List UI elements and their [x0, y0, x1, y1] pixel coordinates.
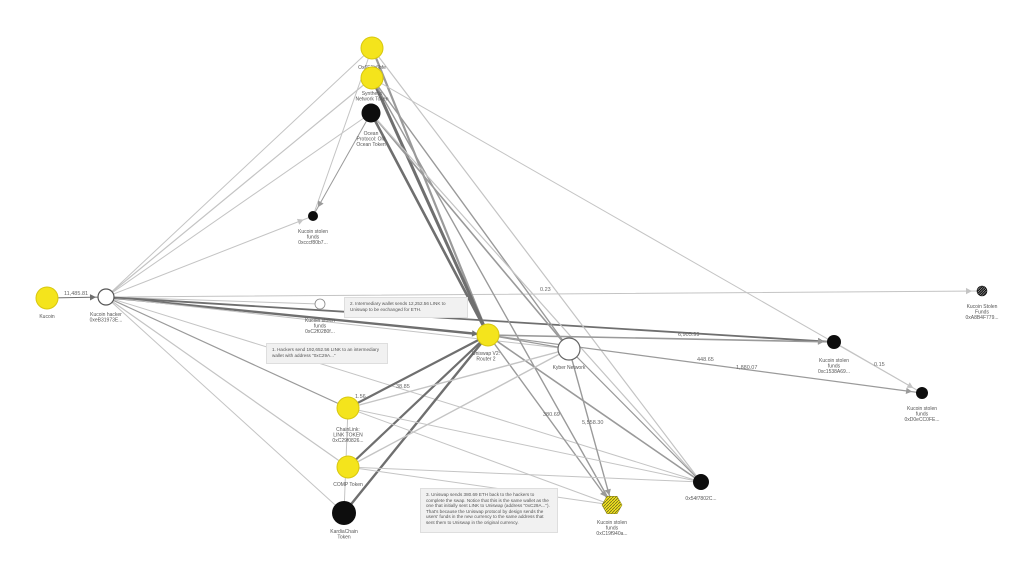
node-stolen-a[interactable]: Kucoin stolen funds 0xcccf80b7... [298, 211, 328, 246]
annotation-note-2: 2. Intermediary wallet sends 12,252.56 L… [344, 297, 468, 318]
node-label: Ocean Protocol: Old Ocean Token [356, 131, 386, 148]
node-wallet-bottom[interactable]: 0x54f7802C... [685, 474, 717, 502]
edge-label-1-56: 1.56 [355, 394, 366, 400]
edge-uni-se [487, 334, 613, 506]
arrowhead-hacker-sa [296, 218, 304, 225]
node-kucoin[interactable]: Kucoin [35, 286, 59, 320]
node-kucoin-hacker[interactable]: Kucoin hacker 0xeB31973E... [90, 288, 123, 324]
node-label: Kucoin stolen funds 0xD0eCC0FE... [904, 406, 939, 423]
node-label: Kucoin stolen funds 0xc1538A69... [818, 358, 850, 375]
edge-top-uni [370, 46, 490, 337]
edge-hacker-sc [105, 296, 835, 343]
edge-kyber-se [568, 348, 613, 506]
edge-ocean-sa [312, 112, 372, 217]
node-label: Kucoin Stolen Funds 0xA8B4F779... [965, 304, 998, 321]
node-label: COMP Token [333, 482, 363, 488]
edge-uni-wb [487, 334, 702, 483]
edge-link-se [347, 407, 613, 506]
edge-hacker-syn [105, 77, 373, 298]
edge-comp-se [347, 466, 613, 506]
node-synthetix[interactable]: Synthetix Network Token [356, 66, 389, 103]
edge-label-5558: 5,558.30 [582, 420, 603, 426]
edge-hacker-link [105, 296, 349, 409]
arrowhead-uni-se [599, 490, 607, 497]
edge-hacker-top [105, 47, 373, 298]
edge-label-0-23: 0.23 [540, 287, 551, 293]
arrowhead-kucoin-hacker [89, 294, 97, 301]
node-stolen-d[interactable]: Kucoin stolen funds 0xD0eCC0FE... [904, 387, 940, 423]
edge-uni-comp [346, 333, 490, 469]
edge-kyber-comp [347, 348, 570, 468]
edge-comp-wb [347, 466, 702, 483]
edge-label-448: 448.65 [697, 357, 714, 363]
node-label: Kucoin stolen funds 0xcccf80b7... [298, 229, 328, 246]
edge-top-wb [371, 47, 702, 483]
arrowhead-uni-sc [817, 338, 825, 345]
edge-uni-kyber [487, 334, 570, 350]
node-label: Kucoin stolen funds 0xC19f940a... [596, 520, 627, 537]
edge-ocean-uni [369, 111, 490, 337]
node-label: Kucoin [39, 314, 55, 320]
node-stolen-c[interactable]: Kucoin stolen funds 0xc1538A69... [818, 335, 850, 375]
node-uniswap[interactable]: Uniswap V2: Router 2 [472, 323, 500, 363]
edge-hacker-comp [105, 296, 349, 468]
edge-hacker-ocean [105, 112, 372, 298]
node-comp[interactable]: COMP Token [333, 455, 363, 488]
edge-link-wb [347, 407, 702, 483]
edge-label-hack-amount: 11,485.81 [64, 291, 88, 297]
edge-label-1880: 1,880.07 [736, 365, 757, 371]
edge-kyber-wb [568, 348, 702, 483]
edge-uni-link [346, 333, 490, 410]
edge-hacker-uni [104, 295, 490, 337]
annotation-note-1: 1. Hackers send 192,652.56 LINK to an in… [266, 343, 388, 364]
edge-hacker-sb [105, 296, 321, 305]
annotation-note-3: 3. Uniswap sends 380.69 ETH back to the … [420, 488, 558, 533]
node-kardiachain[interactable]: KardiaChain Token [330, 501, 358, 541]
arrowhead-hacker-far [965, 287, 973, 295]
edge-kyber-link [347, 348, 570, 409]
edge-label-0-15: 0.15 [874, 362, 885, 368]
node-label: Synthetix Network Token [356, 91, 389, 103]
edge-hacker-far [105, 290, 983, 298]
node-stolen-b[interactable]: Kucoin stolen funds 0xC2f0280f... [305, 298, 335, 335]
node-stolen-e[interactable]: Kucoin stolen funds 0xC19f940a... [596, 495, 628, 537]
edge-syn-se [371, 77, 613, 506]
node-ocean[interactable]: Ocean Protocol: Old Ocean Token [356, 103, 386, 149]
edges-layer [46, 46, 983, 515]
edge-uni-sc [487, 334, 835, 343]
node-label: Uniswap V2: Router 2 [472, 351, 500, 363]
node-far-right[interactable]: Kucoin Stolen Funds 0xA8B4F779... [965, 285, 999, 321]
node-label: Kucoin hacker 0xeB31973E... [90, 312, 123, 324]
edge-hacker-kard [105, 296, 345, 514]
edge-hacker-wb [105, 296, 702, 483]
node-kyber[interactable]: Kyber Network [553, 337, 586, 371]
arrowhead-kyber-se [604, 488, 611, 496]
edge-sc-sd [833, 341, 923, 394]
arrowheads-layer [89, 200, 973, 497]
arrowhead-ocean-sa [317, 200, 324, 208]
edge-syn-uni [370, 76, 490, 337]
edge-ocean-kyber [370, 112, 570, 350]
edge-hacker-sa [105, 215, 314, 298]
arrowhead-hacker-uni [471, 330, 479, 337]
node-label: Kyber Network [553, 365, 586, 371]
edge-labels-layer: 11,485.81 0.23 6,905.99 448.65 1,880.07 … [64, 287, 885, 426]
node-label: 0x54f7802C... [685, 496, 716, 502]
edge-label-380: 380.69 [543, 412, 560, 418]
node-label: Kucoin stolen funds 0xC2f0280f... [305, 318, 335, 335]
arrowhead-uni-sd [905, 387, 913, 395]
edge-label-38: 38.85 [396, 384, 410, 390]
edge-syn-kyber [371, 77, 570, 350]
arrowhead-sc-sd [906, 382, 914, 388]
edge-uni-kard [342, 333, 490, 515]
node-top-yellow[interactable]: Ox6E1b6bfe [358, 36, 386, 71]
edge-uni-sd [487, 334, 923, 394]
node-label: KardiaChain Token [330, 529, 358, 541]
edge-label-6905: 6,905.99 [678, 332, 699, 338]
node-label: ChainLink: LINK TOKEN 0xC29f0826... [332, 427, 363, 444]
edge-ocean-wb [370, 112, 702, 483]
node-chainlink[interactable]: ChainLink: LINK TOKEN 0xC29f0826... [332, 396, 364, 444]
